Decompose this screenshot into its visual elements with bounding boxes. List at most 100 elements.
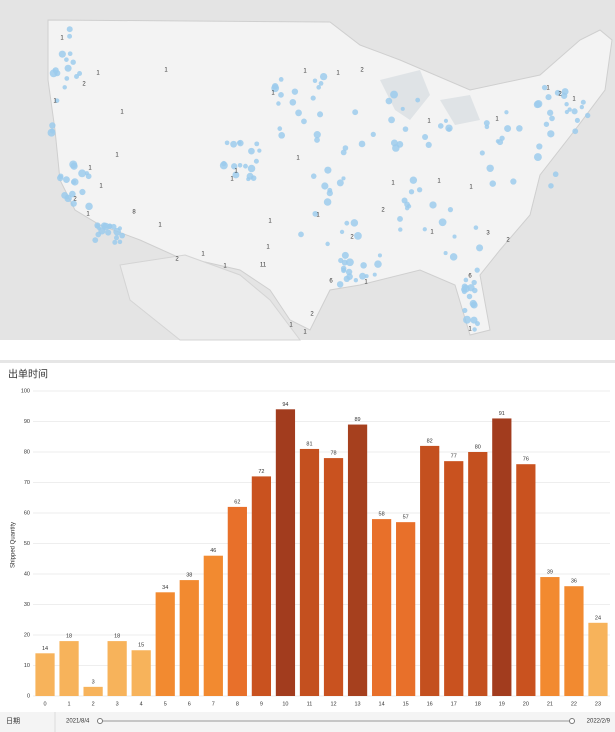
map-dot bbox=[254, 141, 260, 147]
bar bbox=[179, 580, 199, 696]
map-dot bbox=[57, 174, 64, 182]
map-count-label: 1 bbox=[316, 213, 320, 219]
slider-handle-end[interactable] bbox=[569, 718, 575, 724]
map-dot bbox=[113, 235, 120, 241]
map-dot bbox=[443, 118, 449, 123]
map-dot bbox=[533, 153, 542, 161]
map-dot bbox=[463, 315, 472, 324]
x-tick-label: 19 bbox=[499, 701, 505, 707]
map-count-label: 1 bbox=[266, 245, 270, 251]
value-label: 78 bbox=[330, 451, 336, 457]
map-count-label: 1 bbox=[164, 68, 168, 74]
map-count-label: 1 bbox=[88, 166, 92, 172]
map-dot bbox=[341, 259, 348, 266]
map-dot bbox=[70, 200, 77, 207]
bar bbox=[396, 522, 416, 696]
map-dot bbox=[377, 253, 382, 258]
map-dot bbox=[119, 232, 126, 239]
y-tick-label: 0 bbox=[27, 693, 30, 699]
map-count-label: 1 bbox=[495, 117, 499, 123]
map-dot bbox=[541, 84, 548, 91]
x-tick-label: 12 bbox=[330, 701, 336, 707]
map-count-label: 1 bbox=[201, 252, 205, 258]
slider-handle-start[interactable] bbox=[97, 718, 103, 724]
map-dot bbox=[248, 147, 255, 155]
value-label: 76 bbox=[523, 457, 529, 463]
map-dot bbox=[316, 85, 321, 90]
bar bbox=[444, 461, 464, 696]
map-dot bbox=[543, 121, 550, 127]
map-dot bbox=[461, 283, 468, 290]
bar-chart: 0102030405060708090100140181321831543453… bbox=[21, 388, 610, 707]
map-dot bbox=[70, 162, 78, 170]
map-dot bbox=[78, 169, 87, 178]
map-dot bbox=[291, 88, 299, 95]
map-dot bbox=[325, 241, 330, 247]
map-dot bbox=[231, 163, 238, 170]
x-tick-label: 1 bbox=[68, 701, 71, 707]
value-label: 39 bbox=[547, 570, 553, 576]
map-dot bbox=[364, 274, 369, 279]
x-tick-label: 10 bbox=[282, 701, 288, 707]
map-dot bbox=[489, 180, 496, 187]
value-label: 91 bbox=[499, 411, 505, 417]
bar bbox=[492, 418, 512, 696]
map-count-label: 1 bbox=[546, 86, 550, 92]
map-dot bbox=[336, 281, 344, 288]
x-tick-label: 18 bbox=[475, 701, 481, 707]
map-dot bbox=[85, 202, 93, 211]
x-tick-label: 11 bbox=[307, 701, 313, 707]
x-tick-label: 9 bbox=[260, 701, 263, 707]
map-dot bbox=[105, 229, 112, 236]
map-dot bbox=[289, 98, 297, 106]
map-dot bbox=[359, 272, 366, 280]
value-label: 34 bbox=[162, 585, 168, 591]
map-dot bbox=[483, 120, 490, 127]
map-dot bbox=[336, 179, 344, 187]
map-dot bbox=[346, 258, 354, 267]
map-dot bbox=[437, 123, 444, 129]
map-count-label: 1 bbox=[120, 110, 124, 116]
map-dot bbox=[462, 307, 468, 314]
value-label: 94 bbox=[282, 402, 288, 408]
y-tick-label: 10 bbox=[24, 663, 30, 669]
value-label: 72 bbox=[258, 469, 264, 475]
bar bbox=[371, 519, 392, 696]
map-dot bbox=[278, 131, 286, 139]
map-dot bbox=[452, 234, 457, 239]
x-tick-label: 23 bbox=[595, 701, 601, 707]
map-dot bbox=[564, 109, 569, 115]
x-tick-label: 6 bbox=[188, 701, 191, 707]
map-dot bbox=[429, 201, 437, 209]
map-dot bbox=[467, 284, 475, 292]
y-tick-label: 80 bbox=[24, 449, 30, 455]
map-count-label: 1 bbox=[437, 179, 441, 185]
map-dot bbox=[388, 116, 395, 124]
map-dot bbox=[95, 223, 100, 229]
map-dot bbox=[317, 111, 324, 118]
map-dot bbox=[54, 98, 60, 103]
map-count-label: 2 bbox=[350, 235, 354, 241]
map-dot bbox=[495, 139, 500, 144]
x-tick-label: 0 bbox=[43, 701, 46, 707]
map-dot bbox=[402, 126, 409, 132]
map-dot bbox=[323, 198, 332, 206]
bar bbox=[540, 577, 560, 696]
map-dots bbox=[47, 26, 591, 332]
map-dot bbox=[572, 128, 579, 135]
map-count-label: 1 bbox=[364, 280, 368, 286]
map-dot bbox=[52, 67, 59, 74]
map-count-label: 8 bbox=[132, 210, 136, 216]
value-label: 3 bbox=[92, 679, 95, 685]
map-count-label: 1 bbox=[115, 153, 119, 159]
map-count-label: 6 bbox=[329, 279, 333, 285]
map-dot bbox=[271, 84, 280, 93]
map-count-label: 1 bbox=[469, 185, 473, 191]
bar bbox=[420, 445, 440, 696]
x-tick-label: 15 bbox=[403, 701, 409, 707]
chart-title: 出单时间 bbox=[8, 368, 48, 381]
map-dot bbox=[564, 102, 569, 107]
map-dot bbox=[110, 223, 117, 230]
map-dot bbox=[224, 140, 230, 146]
